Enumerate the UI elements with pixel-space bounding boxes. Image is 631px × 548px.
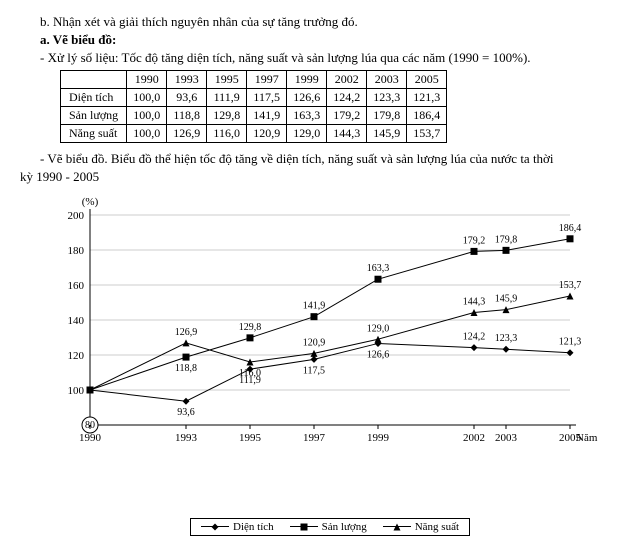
table-cell: 126,6 (287, 89, 327, 107)
svg-text:120,9: 120,9 (303, 337, 326, 348)
svg-text:160: 160 (68, 280, 85, 292)
svg-text:145,9: 145,9 (495, 294, 518, 305)
table-header-year: 2002 (327, 71, 367, 89)
table-cell: 118,8 (167, 107, 207, 125)
line-a-title: a. Vẽ biểu đồ: (40, 32, 611, 48)
svg-text:186,4: 186,4 (559, 223, 582, 234)
svg-text:120: 120 (68, 350, 85, 362)
table-header-year: 2005 (407, 71, 447, 89)
table-cell: 120,9 (247, 125, 287, 143)
svg-text:1995: 1995 (239, 432, 262, 444)
legend-item: Diện tích (201, 521, 274, 533)
svg-text:1997: 1997 (303, 432, 326, 444)
table-cell: 111,9 (207, 89, 247, 107)
table-header-year: 1993 (167, 71, 207, 89)
table-cell: 126,9 (167, 125, 207, 143)
table-cell: 116,0 (207, 125, 247, 143)
legend-item: Sản lượng (290, 521, 367, 533)
table-header-year: 1995 (207, 71, 247, 89)
table-row-label: Diện tích (61, 89, 127, 107)
table-cell: 141,9 (247, 107, 287, 125)
table-cell: 144,3 (327, 125, 367, 143)
table-header-year: 1997 (247, 71, 287, 89)
legend-item: Năng suất (383, 521, 459, 533)
svg-text:1993: 1993 (175, 432, 198, 444)
svg-text:123,3: 123,3 (495, 333, 518, 344)
svg-text:129,0: 129,0 (367, 323, 390, 334)
table-cell: 121,3 (407, 89, 447, 107)
svg-text:Năm: Năm (576, 432, 598, 444)
svg-text:126,9: 126,9 (175, 327, 198, 338)
table-cell: 129,0 (287, 125, 327, 143)
table-cell: 129,8 (207, 107, 247, 125)
table-cell: 179,8 (367, 107, 407, 125)
svg-text:126,6: 126,6 (367, 349, 390, 360)
table-cell: 179,2 (327, 107, 367, 125)
svg-text:1990: 1990 (79, 432, 102, 444)
svg-text:141,9: 141,9 (303, 301, 326, 312)
table-row-label: Sản lượng (61, 107, 127, 125)
table-cell: 124,2 (327, 89, 367, 107)
table-header-year: 2003 (367, 71, 407, 89)
svg-text:179,2: 179,2 (463, 235, 486, 246)
table-cell: 100,0 (127, 107, 167, 125)
svg-text:100: 100 (68, 385, 85, 397)
line-b: b. Nhận xét và giải thích nguyên nhân củ… (40, 14, 611, 30)
table-row-label: Năng suất (61, 125, 127, 143)
svg-text:163,3: 163,3 (367, 263, 390, 274)
svg-text:2003: 2003 (495, 432, 518, 444)
svg-text:129,8: 129,8 (239, 322, 262, 333)
svg-text:124,2: 124,2 (463, 332, 486, 343)
svg-text:118,8: 118,8 (175, 363, 197, 374)
line-chart-figure: 10012014016018020080(%)19901993199519971… (50, 195, 610, 515)
table-cell: 153,7 (407, 125, 447, 143)
svg-text:117,5: 117,5 (303, 365, 325, 376)
table-cell: 145,9 (367, 125, 407, 143)
table-cell: 93,6 (167, 89, 207, 107)
svg-text:153,7: 153,7 (559, 280, 582, 291)
line-data: - Xử lý số liệu: Tốc độ tăng diện tích, … (40, 50, 611, 66)
svg-text:93,6: 93,6 (177, 407, 195, 418)
table-cell: 117,5 (247, 89, 287, 107)
chart-legend: Diện tích Sản lượng Năng suất (190, 518, 470, 536)
table-header-year: 1999 (287, 71, 327, 89)
data-table: 19901993199519971999200220032005 Diện tíc… (60, 70, 447, 143)
svg-text:116,0: 116,0 (239, 368, 261, 379)
line-chart: - Vẽ biểu đồ. Biểu đồ thể hiện tốc độ tă… (40, 151, 611, 167)
svg-text:180: 180 (68, 245, 85, 257)
svg-text:200: 200 (68, 210, 85, 222)
svg-text:179,8: 179,8 (495, 234, 518, 245)
table-cell: 100,0 (127, 89, 167, 107)
table-cell: 100,0 (127, 125, 167, 143)
svg-text:2002: 2002 (463, 432, 485, 444)
svg-text:(%): (%) (82, 196, 99, 208)
svg-text:1999: 1999 (367, 432, 390, 444)
table-header-year: 1990 (127, 71, 167, 89)
svg-text:144,3: 144,3 (463, 296, 486, 307)
line-chart-2: kỳ 1990 - 2005 (20, 169, 611, 185)
table-cell: 123,3 (367, 89, 407, 107)
table-cell: 186,4 (407, 107, 447, 125)
svg-text:140: 140 (68, 315, 85, 327)
svg-text:121,3: 121,3 (559, 337, 582, 348)
table-cell: 163,3 (287, 107, 327, 125)
